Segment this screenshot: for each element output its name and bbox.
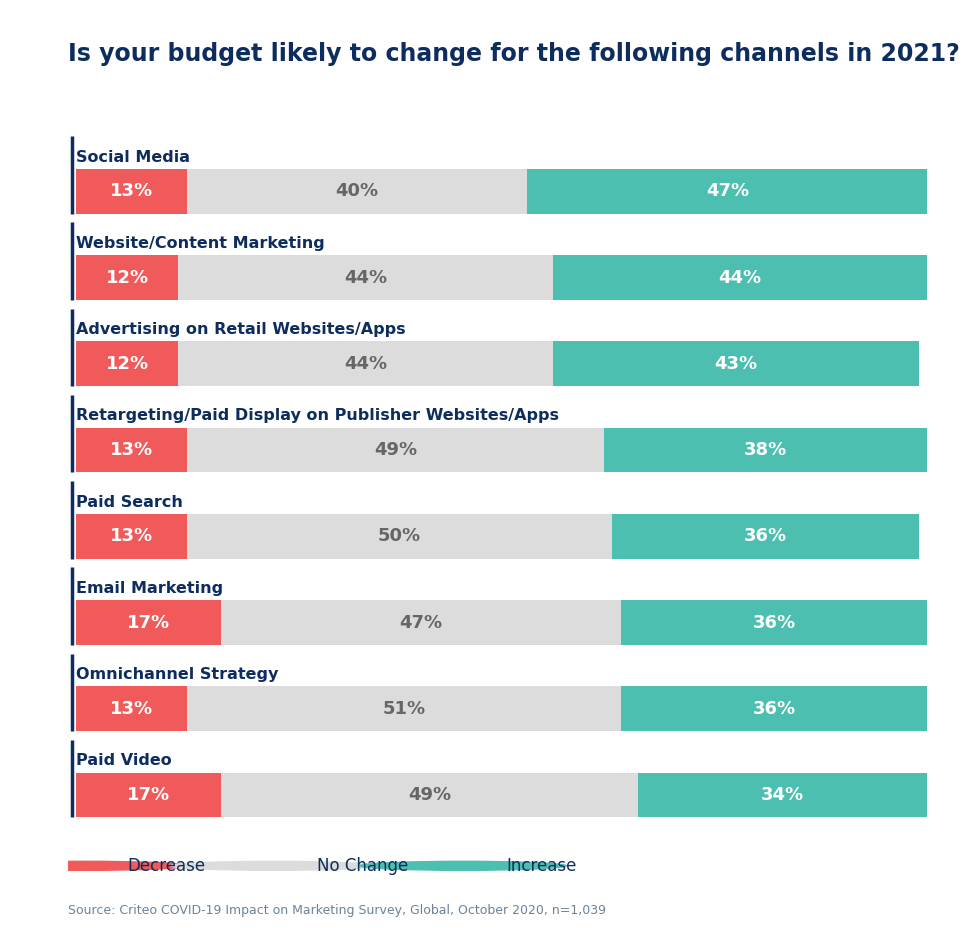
Bar [186,428,604,473]
Bar [76,772,221,817]
Circle shape [360,861,566,870]
Bar [76,256,179,300]
Bar [76,686,186,731]
Text: 17%: 17% [127,613,170,632]
Text: Website/Content Marketing: Website/Content Marketing [76,236,325,251]
Text: 40%: 40% [335,183,379,200]
Text: Email Marketing: Email Marketing [76,581,223,596]
Text: Omnichannel Strategy: Omnichannel Strategy [76,667,278,682]
Text: Retargeting/Paid Display on Publisher Websites/Apps: Retargeting/Paid Display on Publisher We… [76,408,559,423]
Text: 47%: 47% [399,613,442,632]
Text: Paid Search: Paid Search [76,494,183,509]
Bar [553,256,927,300]
Circle shape [171,861,377,870]
Text: 47%: 47% [706,183,749,200]
Text: 13%: 13% [110,183,153,200]
Bar [621,686,927,731]
Bar [76,600,221,645]
Text: 34%: 34% [761,786,805,804]
Text: Is your budget likely to change for the following channels in 2021?: Is your budget likely to change for the … [68,41,959,66]
Bar [553,342,919,387]
Text: Advertising on Retail Websites/Apps: Advertising on Retail Websites/Apps [76,322,406,337]
Bar [186,169,527,213]
Text: No Change: No Change [317,856,409,875]
Bar [221,772,638,817]
Bar [76,342,179,387]
Bar [179,256,553,300]
Text: 36%: 36% [744,527,787,546]
Text: 36%: 36% [753,700,796,718]
Text: 13%: 13% [110,700,153,718]
Text: 38%: 38% [744,441,787,459]
Text: Paid Video: Paid Video [76,753,172,768]
Text: 49%: 49% [374,441,417,459]
Bar [604,428,927,473]
Bar [621,600,927,645]
Text: 36%: 36% [753,613,796,632]
Bar [612,514,919,559]
Text: 49%: 49% [408,786,451,804]
Bar [186,514,612,559]
Bar [638,772,927,817]
Text: Increase: Increase [506,856,577,875]
Text: 44%: 44% [344,355,387,373]
Text: 12%: 12% [105,355,149,373]
Text: 13%: 13% [110,527,153,546]
Text: Source: Criteo COVID-19 Impact on Marketing Survey, Global, October 2020, n=1,03: Source: Criteo COVID-19 Impact on Market… [68,904,606,917]
Bar [76,169,186,213]
Bar [179,342,553,387]
Bar [221,600,621,645]
Text: 13%: 13% [110,441,153,459]
Text: 44%: 44% [719,269,761,286]
Text: 17%: 17% [127,786,170,804]
Text: 44%: 44% [344,269,387,286]
Text: 43%: 43% [714,355,757,373]
Text: 51%: 51% [383,700,425,718]
Circle shape [0,861,188,870]
Bar [527,169,927,213]
Text: Social Media: Social Media [76,150,190,165]
Text: 12%: 12% [105,269,149,286]
Bar [76,514,186,559]
Text: 50%: 50% [378,527,421,546]
Text: Decrease: Decrease [128,856,206,875]
Bar [76,428,186,473]
Bar [186,686,621,731]
